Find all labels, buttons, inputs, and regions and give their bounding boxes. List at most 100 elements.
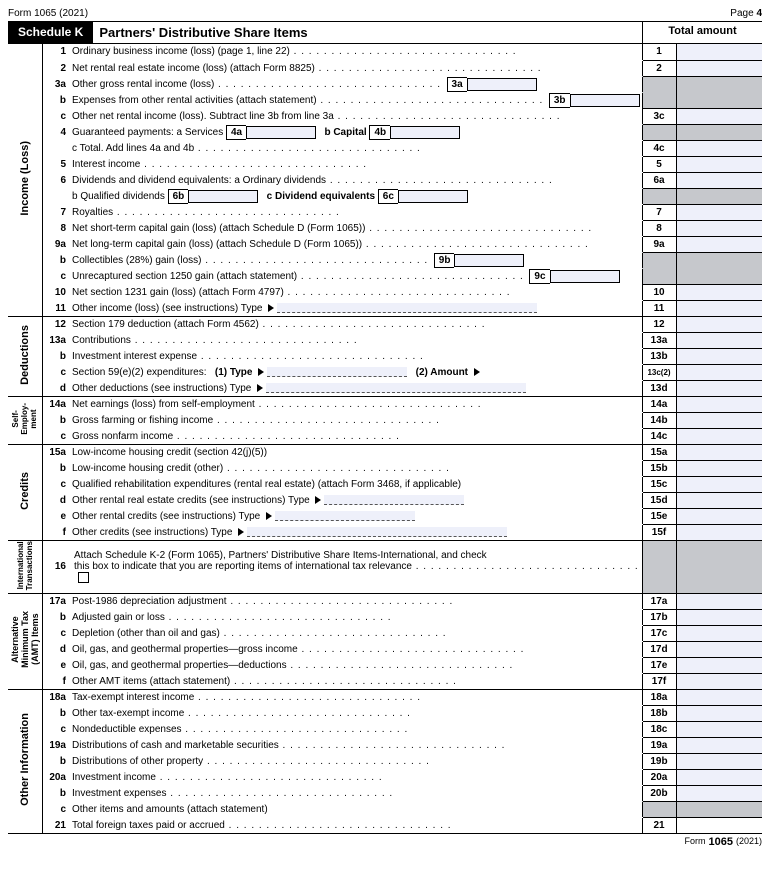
footer-form-pre: Form <box>685 836 706 848</box>
line-desc: Low-income housing credit (section 42(j)… <box>72 444 642 460</box>
amount-input[interactable] <box>676 220 762 236</box>
inline-input[interactable] <box>570 94 640 107</box>
line-num <box>42 188 72 204</box>
type-input[interactable] <box>275 511 415 521</box>
amount-input[interactable] <box>676 753 762 769</box>
line-num: b <box>42 460 72 476</box>
line-desc: Other rental credits (see instructions) … <box>72 508 642 524</box>
amount-input[interactable] <box>676 769 762 785</box>
amount-input[interactable] <box>676 140 762 156</box>
inline-input[interactable] <box>390 126 460 139</box>
amount-input[interactable] <box>676 156 762 172</box>
inline-input[interactable] <box>550 270 620 283</box>
amount-box-label: 15b <box>642 460 676 476</box>
line-desc: Investment expenses <box>72 785 642 801</box>
line-num: 7 <box>42 204 72 220</box>
amount-input[interactable] <box>676 380 762 396</box>
amount-box-label: 2 <box>642 60 676 76</box>
amount-input[interactable] <box>676 524 762 540</box>
amount-input[interactable] <box>676 721 762 737</box>
amount-input[interactable] <box>676 412 762 428</box>
type-input[interactable] <box>277 303 537 313</box>
type-input[interactable] <box>324 495 464 505</box>
line-num: d <box>42 641 72 657</box>
amount-box-label: 15e <box>642 508 676 524</box>
line-desc: Other income (loss) (see instructions) T… <box>72 300 642 316</box>
line-num: 5 <box>42 156 72 172</box>
line-desc: Other net rental income (loss). Subtract… <box>72 108 642 124</box>
type-input[interactable] <box>267 367 407 377</box>
grey-cell <box>642 540 676 593</box>
amount-input[interactable] <box>676 641 762 657</box>
amount-input[interactable] <box>676 332 762 348</box>
type-input[interactable] <box>247 527 507 537</box>
line-num: c <box>42 476 72 492</box>
amount-input[interactable] <box>676 737 762 753</box>
total-amount-header: Total amount <box>642 22 762 43</box>
line-num: 10 <box>42 284 72 300</box>
footer-form-num: 1065 <box>709 836 733 848</box>
line-num: 2 <box>42 60 72 76</box>
line-num: 15a <box>42 444 72 460</box>
amount-box-label: 14a <box>642 396 676 412</box>
section-amt: Alternative Minimum Tax (AMT) Items <box>8 593 42 689</box>
line-desc: Nondeductible expenses <box>72 721 642 737</box>
inline-input[interactable] <box>246 126 316 139</box>
amount-input[interactable] <box>676 108 762 124</box>
amount-input[interactable] <box>676 625 762 641</box>
amount-box-label: 15c <box>642 476 676 492</box>
inline-input[interactable] <box>398 190 468 203</box>
line-desc: Total foreign taxes paid or accrued <box>72 817 642 833</box>
intl-checkbox[interactable] <box>78 572 89 583</box>
amount-box-label: 1 <box>642 44 676 60</box>
amount-input[interactable] <box>676 348 762 364</box>
line-desc: Other credits (see instructions) Type <box>72 524 642 540</box>
amount-input[interactable] <box>676 817 762 833</box>
amount-input[interactable] <box>676 284 762 300</box>
schedule-box: Schedule K <box>8 22 93 43</box>
type-input[interactable] <box>266 383 526 393</box>
amount-input[interactable] <box>676 673 762 689</box>
inline-input[interactable] <box>454 254 524 267</box>
amount-input[interactable] <box>676 300 762 316</box>
amount-input[interactable] <box>676 204 762 220</box>
line-desc: b Qualified dividends 6b c Dividend equi… <box>72 188 642 204</box>
amount-input[interactable] <box>676 60 762 76</box>
amount-input[interactable] <box>676 492 762 508</box>
amount-input[interactable] <box>676 785 762 801</box>
amount-input[interactable] <box>676 172 762 188</box>
amount-input[interactable] <box>676 44 762 60</box>
amount-box-label: 17d <box>642 641 676 657</box>
amount-input[interactable] <box>676 316 762 332</box>
line-num: c <box>42 268 72 284</box>
amount-input[interactable] <box>676 705 762 721</box>
amount-input[interactable] <box>676 609 762 625</box>
amount-input[interactable] <box>676 396 762 412</box>
line-desc: Investment income <box>72 769 642 785</box>
amount-input[interactable] <box>676 364 762 380</box>
amount-input[interactable] <box>676 508 762 524</box>
amount-box-label: 19b <box>642 753 676 769</box>
line-num: e <box>42 508 72 524</box>
grey-cell <box>642 188 676 204</box>
line-desc: Post-1986 depreciation adjustment <box>72 593 642 609</box>
line-desc: Ordinary business income (loss) (page 1,… <box>72 44 642 60</box>
amount-input[interactable] <box>676 428 762 444</box>
line-num: d <box>42 492 72 508</box>
amount-input[interactable] <box>676 444 762 460</box>
amount-box-label: 10 <box>642 284 676 300</box>
inline-input[interactable] <box>467 78 537 91</box>
amount-box-label: 5 <box>642 156 676 172</box>
amount-input[interactable] <box>676 689 762 705</box>
amount-input[interactable] <box>676 593 762 609</box>
triangle-icon <box>258 368 264 376</box>
line-num: 18a <box>42 689 72 705</box>
amount-input[interactable] <box>676 657 762 673</box>
line-desc: Oil, gas, and geothermal properties—dedu… <box>72 657 642 673</box>
amount-input[interactable] <box>676 476 762 492</box>
line-num: c <box>42 364 72 380</box>
line-desc: Low-income housing credit (other) <box>72 460 642 476</box>
amount-input[interactable] <box>676 460 762 476</box>
inline-input[interactable] <box>188 190 258 203</box>
amount-input[interactable] <box>676 236 762 252</box>
